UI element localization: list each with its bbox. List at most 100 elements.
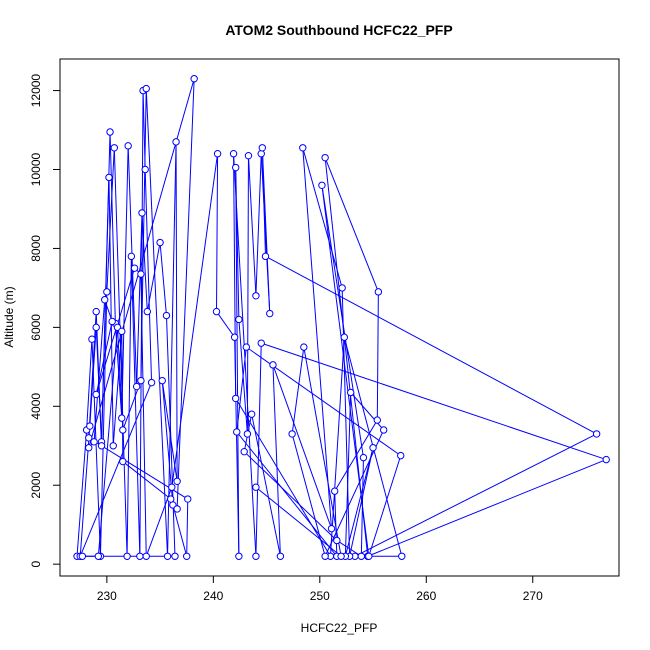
series-segment: [302, 147, 343, 289]
data-point: [373, 416, 381, 424]
data-point: [340, 333, 348, 341]
data-point: [365, 552, 373, 560]
series-segment: [302, 147, 333, 529]
series-segment: [233, 153, 237, 399]
data-point: [231, 163, 240, 172]
data-point: [379, 426, 388, 434]
series-segment: [121, 145, 129, 419]
series-segment: [79, 382, 153, 557]
data-point: [124, 142, 132, 150]
data-point: [602, 455, 610, 464]
data-point: [142, 552, 150, 560]
data-point: [258, 144, 267, 152]
data-point: [257, 339, 265, 347]
data-point: [123, 552, 131, 560]
series-segment: [354, 433, 597, 557]
data-point: [261, 252, 270, 261]
series-segment: [255, 486, 342, 557]
data-point: [92, 307, 100, 316]
series-segment: [261, 342, 607, 461]
data-point: [269, 361, 277, 369]
series-segment: [367, 459, 607, 557]
data-point: [333, 536, 341, 545]
data-point: [137, 376, 145, 385]
series-lines: [76, 78, 607, 557]
data-point: [92, 390, 100, 399]
data-point: [118, 414, 126, 422]
y-tick-label: 4000: [29, 393, 43, 420]
data-point: [240, 447, 248, 456]
data-point: [231, 394, 240, 403]
data-point: [105, 173, 113, 182]
data-point: [331, 487, 339, 495]
data-point: [233, 428, 241, 436]
series-segment: [272, 364, 332, 529]
data-point: [94, 552, 103, 560]
data-point: [299, 144, 307, 152]
data-point: [158, 376, 166, 385]
data-point: [374, 288, 383, 296]
data-point: [242, 343, 251, 351]
data-point: [90, 438, 98, 446]
data-point: [252, 292, 260, 300]
series-segment: [360, 457, 364, 557]
data-point: [276, 552, 285, 560]
y-tick-label: 8000: [29, 235, 43, 262]
series-segment: [146, 242, 161, 312]
series-segment: [172, 504, 188, 557]
series-segment: [349, 447, 374, 557]
y-tick-label: 0: [29, 561, 43, 568]
data-point: [321, 552, 329, 560]
data-point: [130, 264, 139, 272]
series-segment: [76, 429, 88, 557]
data-point: [101, 296, 109, 304]
series-segment: [144, 169, 153, 383]
data-point: [247, 410, 256, 418]
series-segment: [171, 153, 219, 488]
data-point: [167, 495, 175, 503]
series-segment: [108, 177, 114, 446]
data-point: [108, 317, 116, 326]
data-point: [592, 430, 601, 438]
data-point: [143, 307, 152, 316]
data-point: [212, 307, 221, 316]
series-segment: [121, 331, 124, 462]
data-point: [88, 335, 96, 343]
data-point: [110, 144, 119, 152]
series-segment: [95, 268, 136, 395]
data-point: [288, 430, 296, 438]
series-segment: [86, 339, 93, 431]
data-point: [97, 442, 106, 450]
x-axis: 230 240 250 260 270: [97, 575, 543, 603]
x-axis-label: HCFC22_PFP: [301, 621, 378, 635]
data-point: [118, 327, 126, 336]
data-point: [173, 505, 181, 513]
y-tick-label: 2000: [29, 472, 43, 499]
data-point: [244, 151, 253, 160]
data-point: [327, 524, 336, 533]
data-point: [235, 315, 243, 324]
data-point: [86, 422, 94, 430]
series-segment: [265, 255, 597, 435]
data-point: [127, 252, 136, 261]
data-point: [337, 552, 345, 560]
x-tick-label: 260: [416, 589, 436, 603]
data-point: [257, 150, 265, 158]
x-tick-label: 240: [203, 589, 223, 603]
series-segment: [140, 274, 147, 557]
data-point: [243, 430, 252, 438]
series-segment: [101, 177, 110, 446]
data-point: [85, 444, 93, 452]
data-point: [183, 552, 191, 560]
series-segment: [176, 78, 195, 509]
data-point: [184, 495, 192, 503]
data-point: [163, 552, 172, 560]
series-segment: [88, 311, 97, 438]
series-segment: [247, 155, 257, 296]
series-segment: [216, 311, 236, 338]
data-point: [78, 552, 87, 560]
data-point: [119, 457, 127, 466]
series-segment: [251, 414, 281, 557]
series-segment: [272, 364, 281, 557]
series-segment: [186, 499, 189, 557]
